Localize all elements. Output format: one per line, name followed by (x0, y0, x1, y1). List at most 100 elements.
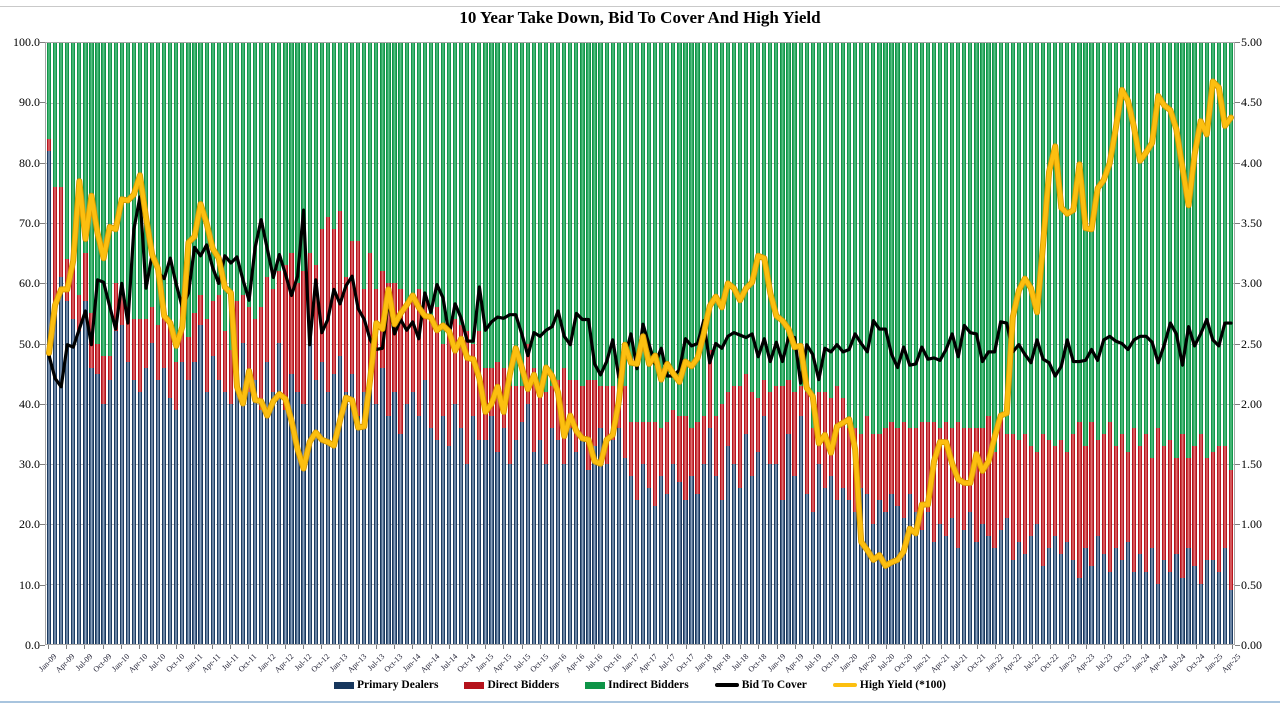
tick-mark (394, 645, 396, 649)
tick-mark (139, 645, 141, 649)
bar-column (46, 43, 52, 644)
direct-bidders-segment (634, 421, 640, 500)
tick-mark (1086, 645, 1088, 649)
indirect-bidders-segment (131, 43, 136, 320)
primary-dealers-segment (252, 379, 258, 644)
indirect-bidders-segment (877, 43, 882, 434)
x-axis-tick-label: Oct-13 (382, 652, 405, 675)
direct-bidders-segment (1089, 421, 1094, 566)
x-axis-tick-label: Oct-24 (1183, 652, 1206, 675)
indirect-bidders-segment (101, 43, 106, 356)
direct-bidders-segment (859, 433, 864, 488)
indirect-bidders-segment (143, 43, 149, 320)
direct-bidders-segment (1101, 433, 1106, 554)
bar-column (1216, 43, 1221, 644)
direct-bidders-segment (519, 385, 524, 422)
indirect-bidders-segment (677, 43, 682, 416)
direct-bidders-segment (828, 397, 834, 476)
direct-bidders-segment (307, 253, 312, 338)
indirect-bidders-segment (780, 43, 785, 386)
indirect-bidders-segment (471, 43, 476, 344)
tick-mark (40, 403, 45, 405)
direct-bidders-segment (986, 415, 991, 536)
legend-item-indirect-bidders: Indirect Bidders (585, 679, 689, 691)
indirect-bidders-segment (1137, 43, 1143, 446)
primary-dealers-segment (501, 427, 506, 644)
gridline (46, 283, 1234, 285)
tick-mark (904, 645, 906, 649)
direct-bidders-segment (143, 319, 149, 368)
direct-bidders-segment (192, 313, 197, 362)
direct-bidders-segment (428, 319, 433, 428)
direct-bidders-segment (1071, 433, 1076, 560)
direct-bidders-segment (622, 385, 627, 458)
y-axis-right-tick-label: 4.50 (1241, 95, 1262, 110)
direct-bidders-segment (459, 325, 464, 428)
indirect-bidders-segment (125, 43, 130, 308)
direct-bidders-segment (71, 265, 76, 320)
indirect-bidders-segment (568, 43, 573, 380)
x-axis-tick-label: Jul-24 (1167, 652, 1188, 673)
primary-dealers-segment (925, 511, 931, 644)
primary-dealers-segment (937, 523, 943, 644)
bar-column (301, 43, 306, 644)
primary-dealers-segment (1216, 571, 1221, 644)
bar-column (198, 43, 203, 644)
primary-dealers-segment (768, 463, 773, 644)
indirect-bidders-segment (889, 43, 894, 422)
x-axis-tick-label: Oct-17 (673, 652, 696, 675)
primary-dealers-segment (531, 451, 537, 644)
bar-column (962, 43, 967, 644)
bar-column (768, 43, 773, 644)
indirect-bidders-segment (895, 43, 900, 428)
indirect-bidders-segment (325, 43, 330, 218)
indirect-bidders-segment (1053, 43, 1058, 446)
indirect-bidders-segment (368, 43, 373, 254)
primary-dealers-segment (1192, 565, 1197, 644)
primary-dealers-segment (1174, 553, 1179, 644)
bar-column (834, 43, 840, 644)
tick-mark (1231, 645, 1233, 649)
x-axis-tick-label: Apr-10 (126, 652, 150, 675)
legend-item-direct-bidders: Direct Bidders (464, 679, 559, 691)
bar-column (640, 43, 646, 644)
primary-dealers-segment (1156, 583, 1161, 644)
primary-dealers-segment (998, 529, 1003, 644)
bar-column (507, 43, 512, 644)
bar-column (907, 43, 912, 644)
primary-dealers-segment (307, 337, 312, 644)
primary-dealers-segment (331, 373, 337, 644)
direct-bidders-segment (980, 427, 985, 524)
direct-bidders-segment (1174, 457, 1179, 554)
legend-item-primary-dealers: Primary Dealers (334, 679, 438, 691)
direct-bidders-segment (895, 427, 900, 506)
indirect-bidders-segment (404, 43, 409, 308)
indirect-bidders-segment (1198, 43, 1203, 434)
bar-column (416, 43, 421, 644)
bar-column (319, 43, 324, 644)
bar-column (1180, 43, 1185, 644)
primary-dealers-segment (1004, 517, 1009, 644)
bar-column (956, 43, 961, 644)
tick-mark (758, 645, 760, 649)
direct-bidders-segment (701, 415, 706, 464)
primary-dealers-segment (156, 379, 161, 644)
primary-dealers-segment (392, 391, 397, 644)
bar-column (592, 43, 597, 644)
indirect-bidders-segment (277, 43, 282, 272)
tick-mark (339, 645, 341, 649)
direct-bidders-segment (707, 349, 712, 428)
primary-dealers-swatch-icon (334, 681, 355, 689)
x-axis-tick-label: Jul-17 (657, 652, 678, 673)
bar-column (459, 43, 464, 644)
bar-column (1210, 43, 1215, 644)
direct-bidders-segment (149, 307, 155, 344)
x-axis-tick-label: Jul-09 (74, 652, 95, 673)
tick-mark (612, 645, 614, 649)
x-axis-tick-label: Apr-13 (345, 652, 369, 675)
direct-bidders-segment (295, 283, 300, 392)
tick-mark (539, 645, 541, 649)
primary-dealers-segment (707, 427, 712, 644)
x-axis-tick-label: Apr-21 (928, 652, 951, 675)
primary-dealers-segment (101, 403, 106, 644)
